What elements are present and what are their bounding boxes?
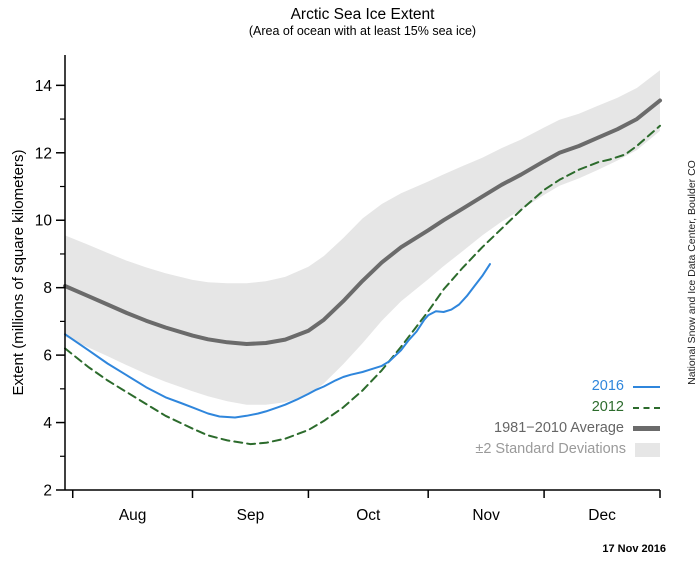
chart-date: 17 Nov 2016 bbox=[602, 543, 666, 555]
line-sample-average-icon bbox=[633, 426, 660, 431]
legend-item-2012: 2012 bbox=[592, 399, 660, 416]
band-sample-icon bbox=[635, 442, 660, 457]
x-month-label: Aug bbox=[119, 507, 147, 524]
y-tick-label: 2 bbox=[43, 483, 52, 500]
line-1981-2010-average bbox=[63, 98, 662, 346]
x-month-label: Sep bbox=[237, 507, 265, 524]
y-tick-label: 12 bbox=[35, 145, 52, 162]
chart-subtitle: (Area of ocean with at least 15% sea ice… bbox=[248, 24, 477, 38]
y-tick-label: 8 bbox=[43, 280, 52, 297]
line-sample-2016-icon bbox=[633, 385, 660, 388]
legend: 2016 2012 1981−2010 Average ±2 Standard … bbox=[475, 378, 660, 458]
x-month-label: Dec bbox=[588, 507, 616, 524]
y-tick-label: 6 bbox=[43, 348, 52, 365]
y-tick-label: 14 bbox=[35, 78, 53, 95]
line-sample-2012-icon bbox=[633, 406, 660, 409]
x-month-label: Nov bbox=[472, 507, 500, 524]
legend-label-2012: 2012 bbox=[591, 399, 624, 415]
data-center-credit: National Snow and Ice Data Center, Bould… bbox=[686, 160, 698, 385]
y-axis-label: Extent (millions of square kilometers) bbox=[10, 149, 27, 396]
y-tick-label: 4 bbox=[43, 415, 52, 432]
legend-label-stddev: ±2 Standard Deviations bbox=[475, 441, 626, 457]
legend-label-2016: 2016 bbox=[591, 378, 624, 394]
line-2016 bbox=[64, 263, 491, 419]
legend-item-stddev: ±2 Standard Deviations bbox=[475, 441, 660, 458]
legend-item-average: 1981−2010 Average bbox=[494, 420, 660, 437]
x-month-label: Oct bbox=[356, 507, 381, 524]
legend-item-2016: 2016 bbox=[592, 378, 660, 395]
y-tick-label: 10 bbox=[35, 213, 53, 230]
chart-title: Arctic Sea Ice Extent bbox=[290, 6, 435, 23]
legend-label-average: 1981−2010 Average bbox=[494, 420, 624, 436]
std-dev-band bbox=[65, 70, 660, 405]
